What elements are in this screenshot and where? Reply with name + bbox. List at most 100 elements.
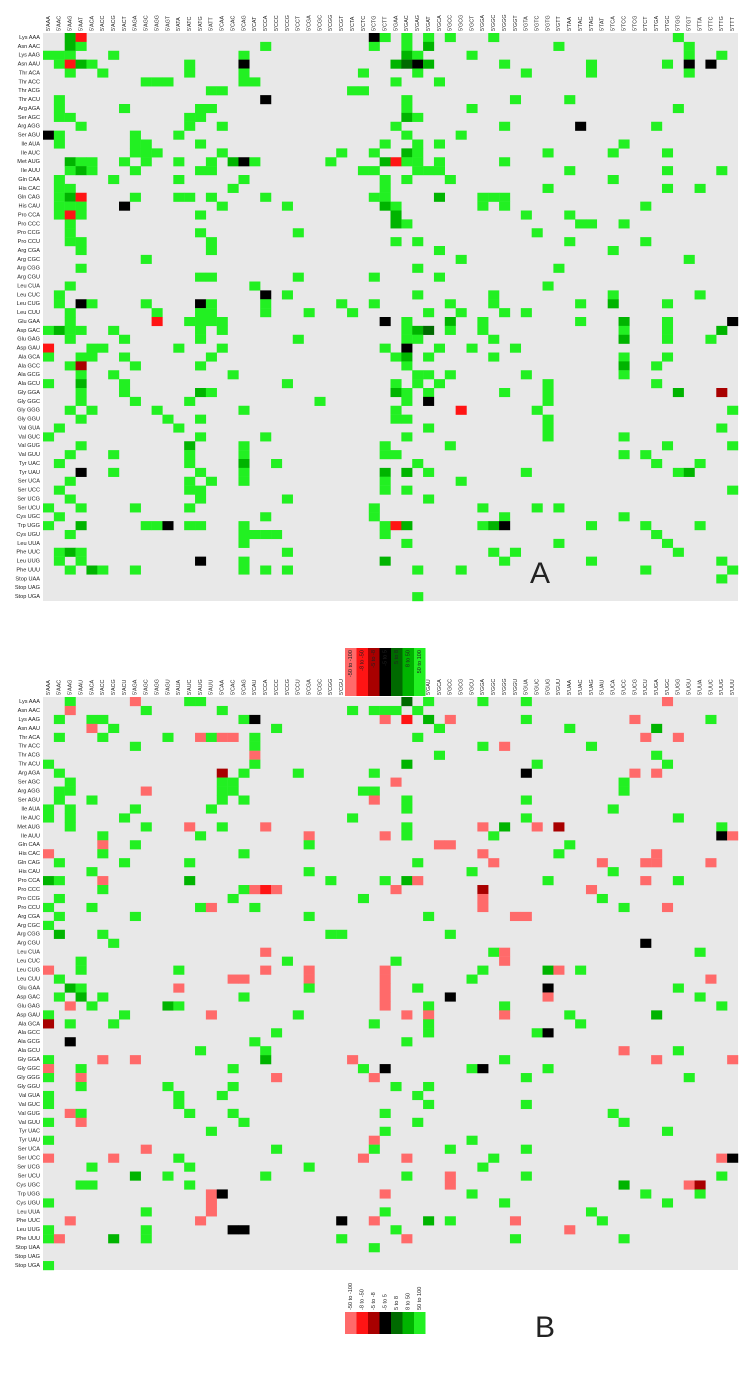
heatmap-cell <box>379 831 391 841</box>
heatmap-cell <box>651 858 663 868</box>
heatmap-cell <box>64 1108 76 1118</box>
heatmap-cell <box>173 965 185 975</box>
heatmap-cell <box>238 59 250 69</box>
heatmap-cell <box>618 325 630 335</box>
heatmap-cell <box>195 732 207 742</box>
heatmap-cell <box>368 1135 380 1145</box>
heatmap-cell <box>86 299 98 309</box>
row-label: Ile AUU <box>21 833 40 839</box>
heatmap-cell <box>75 246 87 256</box>
heatmap-cell <box>184 450 196 460</box>
heatmap-cell <box>412 876 424 886</box>
column-label: 5'CGG <box>328 679 334 695</box>
heatmap-cell <box>379 476 391 486</box>
heatmap-cell <box>86 343 98 353</box>
heatmap-cell <box>64 1037 76 1047</box>
column-label: 5'GAA <box>393 15 399 31</box>
heatmap-cell <box>716 831 728 841</box>
heatmap-cell <box>97 929 109 939</box>
heatmap-cell <box>238 441 250 451</box>
heatmap-cell <box>488 521 500 531</box>
heatmap-cell <box>433 246 445 256</box>
heatmap-cell <box>553 538 565 548</box>
heatmap-cell <box>401 1010 413 1020</box>
heatmap-cell <box>379 485 391 495</box>
heatmap-cell <box>618 361 630 371</box>
heatmap-cell <box>238 565 250 575</box>
heatmap-cell <box>184 459 196 469</box>
row-label: Thr ACG <box>18 753 40 759</box>
heatmap-cell <box>86 723 98 734</box>
heatmap-cell <box>129 139 141 149</box>
column-label: 5'ATT <box>209 16 215 31</box>
heatmap-cell <box>499 308 511 318</box>
heatmap-cell <box>542 983 554 993</box>
heatmap-cell <box>129 911 141 922</box>
heatmap-cell <box>618 777 630 787</box>
heatmap-cell <box>433 192 445 202</box>
row-label: Arg CGA <box>18 248 41 254</box>
column-label: 5'AAA <box>46 680 52 695</box>
row-label: Leu UUA <box>17 1209 40 1215</box>
row-label: Leu CUG <box>17 301 40 307</box>
column-label: 5'TAT <box>600 17 606 31</box>
heatmap-cell <box>368 1216 380 1226</box>
heatmap-cell <box>575 299 587 309</box>
column-label: 5'ACT <box>122 15 128 31</box>
heatmap-cell <box>542 414 554 424</box>
heatmap-cell <box>64 33 76 43</box>
column-label: 5'AGC <box>144 679 150 695</box>
heatmap-cell <box>75 263 87 273</box>
heatmap-cell <box>640 201 652 211</box>
heatmap-cell <box>727 317 739 327</box>
heatmap-cell <box>53 459 65 469</box>
column-label: 5'CCT <box>296 15 302 31</box>
heatmap-cell <box>43 503 55 513</box>
heatmap-cell <box>75 983 87 993</box>
panel-letter: B <box>535 1311 555 1344</box>
heatmap-cell <box>488 831 500 841</box>
heatmap-cell <box>705 974 717 984</box>
heatmap-cell <box>75 192 87 202</box>
heatmap-cell <box>423 1001 435 1011</box>
row-label: Leu UUG <box>17 1227 40 1233</box>
heatmap-cell <box>585 741 598 751</box>
heatmap-cell <box>227 370 239 380</box>
heatmap-cell <box>531 1028 543 1038</box>
heatmap-cell <box>390 414 402 424</box>
heatmap-cell <box>43 1010 55 1020</box>
heatmap-cell <box>53 325 65 335</box>
heatmap-cell <box>227 183 239 193</box>
heatmap-cell <box>488 299 500 309</box>
heatmap-cell <box>108 450 120 460</box>
heatmap-cell <box>433 750 445 760</box>
heatmap-cell <box>423 697 435 707</box>
heatmap-cell <box>379 1189 391 1199</box>
row-label: Stop UGA <box>15 594 40 600</box>
row-label: Stop UGA <box>15 1263 40 1269</box>
column-label: 5'UGC <box>665 679 671 695</box>
heatmap-cell <box>661 299 674 309</box>
heatmap-cell <box>129 565 141 575</box>
column-label: 5'CCU <box>296 679 302 695</box>
heatmap-cell <box>86 902 98 913</box>
heatmap-cell <box>379 714 391 725</box>
heatmap-cell <box>195 299 207 309</box>
heatmap-cell <box>379 192 391 202</box>
row-label: Gln CAA <box>18 177 40 183</box>
heatmap-cell <box>43 759 55 769</box>
heatmap-cell <box>43 1153 55 1163</box>
heatmap-cell <box>216 768 228 778</box>
heatmap-cell <box>108 1019 120 1029</box>
heatmap-cell <box>43 1064 55 1074</box>
heatmap-cell <box>129 166 141 176</box>
row-label: Asp GAC <box>17 994 40 1000</box>
heatmap-cell <box>412 379 424 389</box>
heatmap-cell <box>499 1055 511 1065</box>
heatmap-cell <box>716 556 728 566</box>
legend-swatch <box>368 1312 380 1334</box>
row-label: Ser UCC <box>18 488 40 494</box>
legend-label: -8 to -50 <box>360 650 366 671</box>
heatmap-cell <box>401 361 413 371</box>
heatmap-cell <box>43 1234 55 1244</box>
